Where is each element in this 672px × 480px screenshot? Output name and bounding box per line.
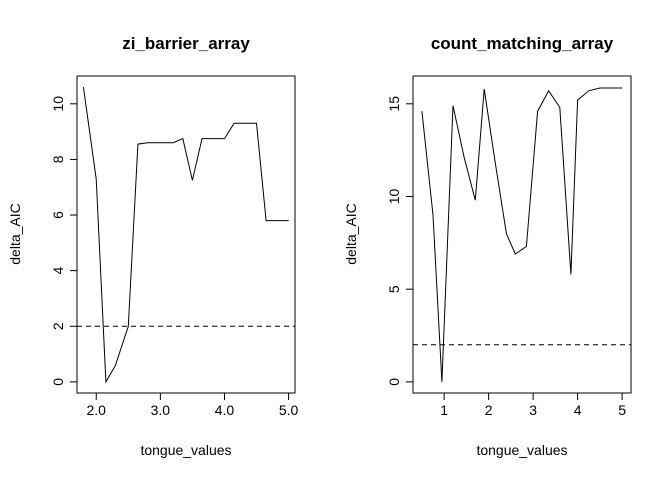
y-tick-label: 0	[386, 378, 402, 386]
data-point	[515, 253, 517, 255]
data-point	[160, 142, 162, 144]
x-tick-label: 5	[618, 402, 626, 418]
data-point	[588, 90, 590, 92]
y-tick-label: 2	[50, 322, 66, 330]
x-tick-label: 3	[529, 402, 537, 418]
panel1-x-label: tongue_values	[140, 442, 231, 458]
data-point	[201, 138, 203, 140]
data-point	[256, 122, 258, 124]
panel-count-matching: count_matching_array 1 2 3 4 5 0 5 10 15 tongue…	[343, 34, 632, 458]
data-point	[147, 142, 149, 144]
data-point	[610, 87, 612, 89]
panel2-y-label: delta_AIC	[343, 203, 359, 264]
data-point	[421, 110, 423, 112]
y-tick-label: 10	[386, 189, 402, 205]
data-point	[474, 199, 476, 201]
data-point	[172, 142, 174, 144]
data-point	[495, 162, 497, 164]
data-point	[559, 107, 561, 109]
panel1-plot-box	[76, 75, 296, 394]
panel2-x-axis: 1 2 3 4 5	[440, 393, 626, 418]
y-tick-label: 10	[50, 96, 66, 112]
data-point	[463, 157, 465, 159]
data-point	[506, 233, 508, 235]
panel2-series-line	[421, 87, 623, 382]
data-point	[182, 138, 184, 140]
data-point	[127, 325, 129, 327]
y-tick-label: 0	[50, 378, 66, 386]
panel2-x-label: tongue_values	[476, 442, 567, 458]
data-point	[537, 110, 539, 112]
x-tick-label: 4.0	[215, 402, 235, 418]
data-point	[233, 122, 235, 124]
data-point	[288, 220, 290, 222]
panel-zi-barrier: zi_barrier_array 2.0 3.0 4.0 5.0 0 2 4 6 8 10 to…	[7, 34, 299, 458]
panel2-points	[421, 87, 623, 382]
x-tick-label: 5.0	[279, 402, 299, 418]
panel2-plot-box	[412, 75, 632, 394]
data-point	[452, 105, 454, 107]
x-tick-label: 2	[485, 402, 493, 418]
data-point	[95, 178, 97, 180]
data-point	[137, 143, 139, 145]
panel1-y-axis: 0 2 4 6 8 10	[50, 96, 77, 386]
panel1-points	[83, 86, 290, 382]
panel2-y-axis: 0 5 10 15	[386, 96, 413, 386]
data-point	[577, 99, 579, 101]
x-tick-label: 3.0	[151, 402, 171, 418]
data-point	[599, 87, 601, 89]
data-point	[83, 86, 85, 88]
panel1-title: zi_barrier_array	[122, 34, 250, 53]
y-tick-label: 6	[50, 211, 66, 219]
data-point	[570, 274, 572, 276]
y-tick-label: 5	[386, 285, 402, 293]
data-point	[441, 381, 443, 383]
data-point	[192, 179, 194, 181]
panel2-title: count_matching_array	[431, 34, 614, 53]
data-point	[243, 122, 245, 124]
data-point	[432, 214, 434, 216]
data-point	[548, 90, 550, 92]
data-point	[224, 138, 226, 140]
panel1-series-line	[82, 87, 289, 384]
panel1-y-label: delta_AIC	[7, 203, 23, 264]
panel1-x-axis: 2.0 3.0 4.0 5.0	[87, 393, 299, 418]
data-point	[265, 220, 267, 222]
x-tick-label: 1	[440, 402, 448, 418]
x-tick-label: 2.0	[87, 402, 107, 418]
data-point	[105, 381, 107, 383]
data-point	[483, 88, 485, 90]
data-point	[211, 138, 213, 140]
data-point	[526, 246, 528, 248]
y-tick-label: 8	[50, 155, 66, 163]
y-tick-label: 15	[386, 96, 402, 112]
y-tick-label: 4	[50, 267, 66, 275]
data-point	[115, 364, 117, 366]
data-point	[275, 220, 277, 222]
x-tick-label: 4	[574, 402, 582, 418]
data-point	[621, 87, 623, 89]
